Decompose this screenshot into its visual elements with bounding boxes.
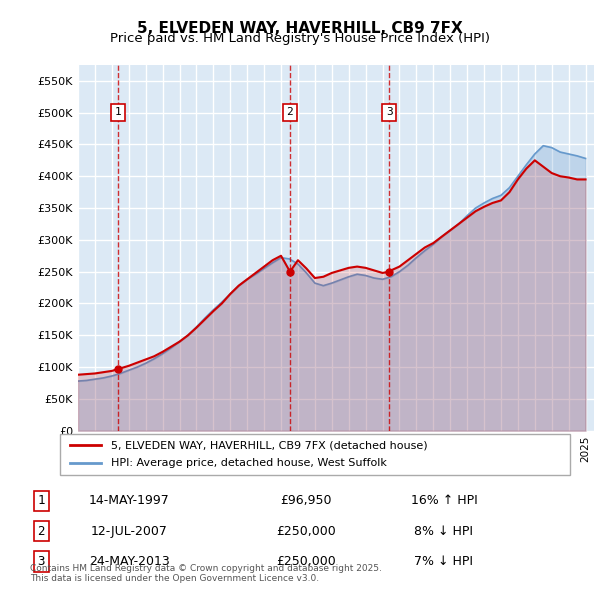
Text: Contains HM Land Registry data © Crown copyright and database right 2025.
This d: Contains HM Land Registry data © Crown c… bbox=[30, 563, 382, 583]
Text: £250,000: £250,000 bbox=[276, 555, 336, 568]
Text: 7% ↓ HPI: 7% ↓ HPI bbox=[415, 555, 473, 568]
Text: 24-MAY-2013: 24-MAY-2013 bbox=[89, 555, 170, 568]
Text: 5, ELVEDEN WAY, HAVERHILL, CB9 7FX (detached house): 5, ELVEDEN WAY, HAVERHILL, CB9 7FX (deta… bbox=[111, 440, 428, 450]
Text: £96,950: £96,950 bbox=[280, 494, 332, 507]
FancyBboxPatch shape bbox=[60, 434, 570, 475]
Text: 1: 1 bbox=[115, 107, 121, 117]
Text: £250,000: £250,000 bbox=[276, 525, 336, 537]
Text: 14-MAY-1997: 14-MAY-1997 bbox=[89, 494, 170, 507]
Text: 3: 3 bbox=[37, 555, 45, 568]
Text: 12-JUL-2007: 12-JUL-2007 bbox=[91, 525, 168, 537]
Text: HPI: Average price, detached house, West Suffolk: HPI: Average price, detached house, West… bbox=[111, 458, 387, 468]
Text: 3: 3 bbox=[386, 107, 392, 117]
Text: 2: 2 bbox=[37, 525, 45, 537]
Text: 5, ELVEDEN WAY, HAVERHILL, CB9 7FX: 5, ELVEDEN WAY, HAVERHILL, CB9 7FX bbox=[137, 21, 463, 35]
Text: 2: 2 bbox=[287, 107, 293, 117]
Text: 16% ↑ HPI: 16% ↑ HPI bbox=[410, 494, 478, 507]
Text: Price paid vs. HM Land Registry's House Price Index (HPI): Price paid vs. HM Land Registry's House … bbox=[110, 32, 490, 45]
Text: 1: 1 bbox=[37, 494, 45, 507]
Text: 8% ↓ HPI: 8% ↓ HPI bbox=[415, 525, 473, 537]
